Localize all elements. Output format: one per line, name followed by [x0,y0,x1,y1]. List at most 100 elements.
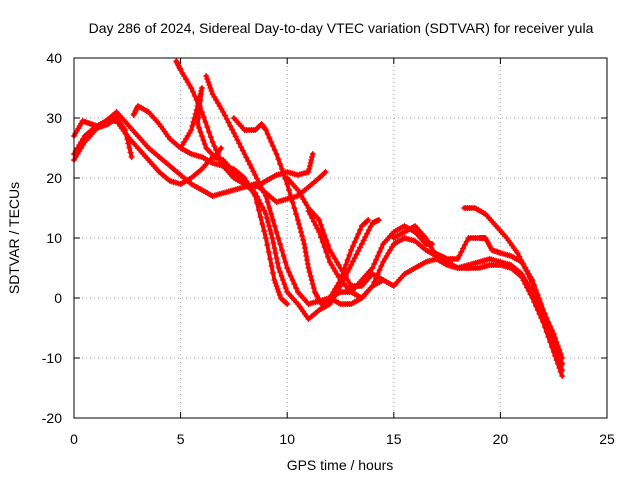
data-point-marker [360,237,367,244]
y-tick-label: 20 [46,170,62,186]
data-point-marker [188,85,195,91]
data-point-marker [559,373,566,379]
data-point-marker [218,159,225,165]
data-point-marker [209,139,216,145]
data-point-marker [289,277,296,283]
data-point-marker [279,277,286,283]
data-point-marker [280,253,287,259]
data-point-marker [304,261,311,267]
data-point-marker [195,115,202,121]
data-point-marker [527,291,534,298]
data-point-marker [461,242,468,248]
data-point-marker [275,289,282,295]
data-point-marker [534,307,541,313]
data-point-marker [269,217,276,223]
data-point-marker [321,170,328,176]
data-point-marker [266,205,273,211]
data-point-marker [537,300,544,306]
data-point-marker [325,254,332,260]
data-point-marker [358,241,365,247]
data-point-marker [341,267,348,273]
data-point-marker [291,205,298,211]
data-point-marker [204,124,211,130]
data-point-marker [273,283,280,289]
data-point-marker [300,237,307,243]
data-point-marker [549,335,556,341]
data-point-marker [268,263,275,269]
y-tick-label: 30 [46,110,62,126]
data-point-marker [271,277,278,283]
data-point-marker [203,73,210,79]
data-point-marker [346,252,353,258]
data-point-marker [342,262,349,268]
data-point-marker [556,365,563,371]
data-point-marker [316,217,323,223]
x-tick-label: 5 [177,431,185,447]
data-point-marker [321,244,328,250]
data-point-marker [374,271,381,277]
data-point-marker [375,217,382,223]
data-point-marker [282,285,289,291]
data-point-marker [265,249,272,255]
data-point-marker [206,82,213,88]
data-point-marker [530,283,537,289]
data-point-marker [232,133,239,140]
y-tick-label: 0 [54,290,62,306]
data-point-marker [189,123,196,129]
data-point-marker [514,250,521,256]
data-point-marker [526,275,533,281]
data-point-marker [337,277,344,283]
data-point-marker [309,215,316,221]
data-point-marker [557,369,564,375]
data-point-marker [293,211,300,217]
data-point-marker [348,247,355,253]
data-point-marker [312,222,319,228]
data-point-marker [528,279,535,285]
data-point-marker [269,143,276,149]
data-point-marker [535,295,542,301]
data-point-marker [269,235,276,241]
data-point-marker [123,131,130,138]
data-point-marker [285,187,292,193]
data-point-marker [302,249,309,255]
data-point-marker [268,139,275,145]
data-point-marker [223,116,230,122]
data-point-marker [307,273,314,279]
data-point-marker [266,223,273,229]
y-tick-label: 40 [46,50,62,66]
y-tick-label: -20 [42,410,62,426]
data-point-marker [274,286,281,292]
data-point-marker [191,93,198,99]
data-point-marker [230,130,237,136]
data-point-marker [546,325,553,331]
data-point-marker [271,245,278,251]
series-track-11 [326,217,372,301]
data-point-marker [348,262,355,268]
data-point-marker [207,85,214,91]
data-point-marker [282,259,289,265]
data-point-marker [211,143,218,149]
data-point-marker [207,134,214,140]
data-point-marker [460,245,467,252]
data-point-marker [310,285,317,291]
data-point-marker [274,260,281,266]
data-point-marker [273,151,280,157]
data-point-marker [309,151,316,157]
data-point-marker [310,218,317,225]
data-point-marker [305,265,312,271]
data-point-marker [277,241,284,247]
data-point-marker [277,269,284,275]
data-point-marker [296,225,303,231]
data-point-marker [520,277,527,284]
data-point-marker [262,126,269,132]
data-point-marker [542,315,549,321]
data-point-marker [124,136,131,142]
data-point-marker [197,129,204,135]
data-point-marker [353,235,360,241]
data-point-marker [323,237,330,243]
data-point-marker [376,249,383,255]
data-point-marker [218,145,225,151]
data-point-marker [252,190,259,196]
data-point-marker [463,238,470,245]
data-point-marker [246,161,253,168]
